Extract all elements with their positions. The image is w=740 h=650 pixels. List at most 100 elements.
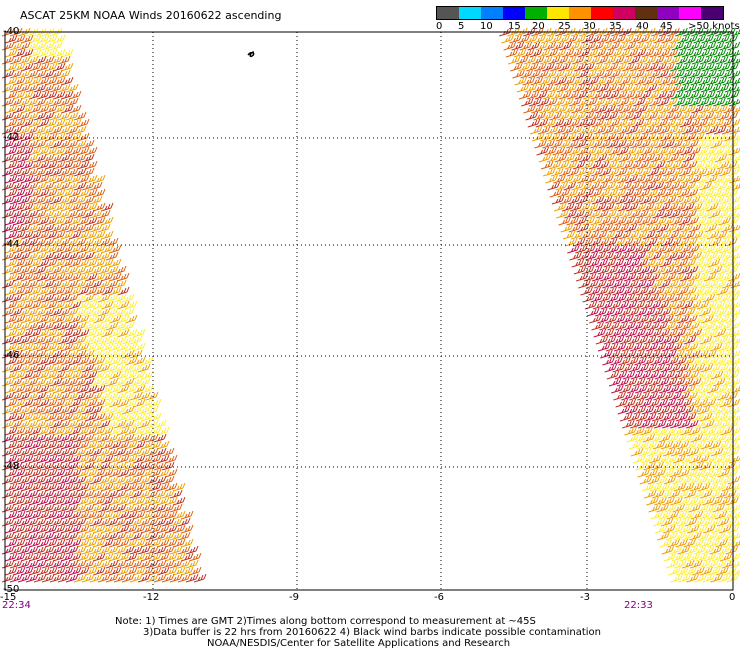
wind-barb [613,188,627,198]
wind-barb [60,398,74,408]
wind-barb [113,349,127,359]
wind-barb [698,433,712,443]
wind-barb [49,195,63,205]
wind-barb [60,62,74,72]
wind-barb [49,27,63,37]
wind-barb [708,286,721,296]
wind-barb [597,342,611,352]
wind-barb [28,286,42,296]
wind-barb [531,27,544,37]
wind-barb [73,209,87,219]
wind-barb [52,146,66,156]
wind-barb [44,258,58,268]
wind-barb [594,76,608,86]
wind-barb [730,434,740,443]
wind-barb [60,496,74,506]
wind-barb [708,517,722,527]
wind-barb [49,181,63,191]
wind-barb [12,230,26,240]
wind-barb [683,538,696,548]
scale-swatch-11 [679,7,701,19]
wind-barb [546,76,560,86]
wind-barb [608,300,622,310]
wind-barb [60,90,74,100]
wind-barb [76,496,90,506]
wind-barb [627,258,641,268]
wind-barb [156,552,170,562]
wind-barb [49,83,63,93]
wind-barb [574,62,587,72]
wind-barb [89,559,103,569]
wind-barb [654,62,667,72]
wind-barb [92,174,106,184]
wind-barb [145,447,159,457]
wind-barb [622,293,636,303]
wind-barb [723,258,737,268]
wind-barb [620,209,633,219]
wind-barb [642,153,656,163]
wind-barb [129,447,143,457]
wind-barb [550,62,563,72]
wind-barb [623,321,636,331]
wind-barb [722,433,736,443]
wind-barb [52,356,66,366]
wind-barb [699,181,713,191]
wind-barb [724,286,737,296]
wind-barb [675,55,689,65]
wind-barb [132,510,146,520]
wind-barb [576,223,590,233]
wind-barb [717,391,730,401]
wind-barb [701,34,714,44]
wind-barb [572,83,586,93]
wind-barb [621,34,634,44]
wind-barb [632,300,646,310]
wind-barb [534,62,547,72]
wind-barb [559,195,573,205]
wind-barb [68,286,82,296]
wind-barb [670,524,684,534]
wind-barb [527,41,541,51]
wind-barb [692,363,706,373]
wind-barb [108,440,122,450]
wind-barb [41,321,55,331]
wind-barb [715,27,728,37]
wind-barb [601,202,615,212]
wind-barb [712,300,726,310]
wind-barb [674,307,688,317]
wind-barb [646,447,660,457]
wind-barb [621,265,635,275]
wind-barb [73,517,87,527]
wind-barb [121,433,135,443]
wind-barb [49,461,63,471]
wind-barb [549,34,562,44]
wind-barb [724,566,737,576]
wind-barb [164,552,178,562]
wind-barb [185,545,199,555]
wind-barb [33,559,47,569]
wind-barb [712,503,726,513]
wind-barb [20,510,34,520]
wind-barb [28,468,42,478]
wind-barb [593,202,607,212]
wind-barb [499,27,512,37]
wind-barb [650,153,664,163]
wind-barb [124,524,138,534]
wind-barb [9,419,23,429]
wind-barb [714,510,728,520]
wind-barb [663,552,677,562]
wind-barb [642,356,655,366]
wind-barb [36,118,50,128]
wind-barb [17,559,31,569]
wind-barb [105,447,119,457]
wind-barb [113,335,127,345]
wind-barb [632,69,645,79]
wind-barb [20,62,34,72]
wind-barb [33,517,47,527]
wind-barb [73,307,87,317]
wind-barb [613,265,627,275]
wind-barb [97,265,111,275]
wind-barb [575,244,588,254]
wind-barb [76,342,90,352]
wind-barb [710,62,723,72]
